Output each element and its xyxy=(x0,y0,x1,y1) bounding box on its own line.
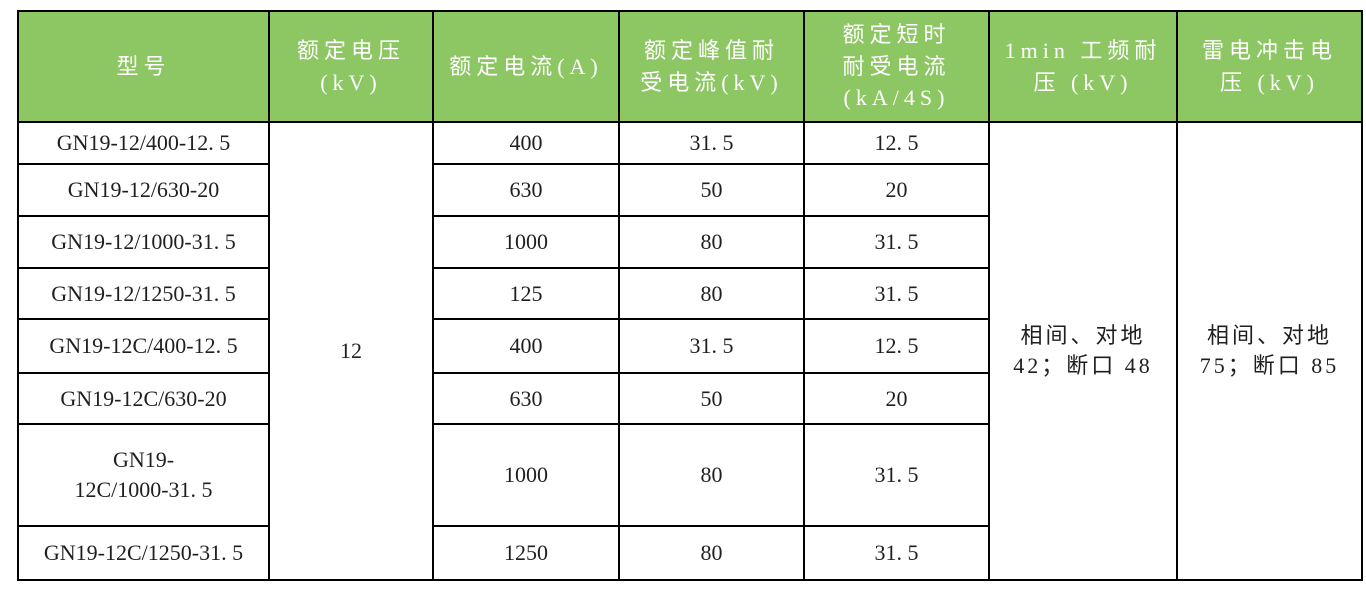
cell-peak-current: 80 xyxy=(618,215,805,269)
cell-short-time-current: 31. 5 xyxy=(803,423,990,527)
cell-model: GN19-12C/1250-31. 5 xyxy=(17,525,270,581)
cell-peak-current: 50 xyxy=(618,163,805,217)
cell-short-time-current: 20 xyxy=(803,372,990,425)
table-row: GN19- 12C/1000-31. 5 1000 80 31. 5 xyxy=(17,423,1362,527)
cell-model: GN19-12/630-20 xyxy=(17,163,270,217)
cell-lightning-impulse-merged: 相间、对地 75；断口 85 xyxy=(1176,121,1363,581)
cell-short-time-current: 31. 5 xyxy=(803,525,990,581)
cell-rated-voltage-merged: 12 xyxy=(268,121,434,581)
cell-model: GN19-12/400-12. 5 xyxy=(17,121,270,165)
cell-rated-current: 630 xyxy=(432,372,620,425)
cell-short-time-current: 12. 5 xyxy=(803,318,990,374)
cell-short-time-current: 20 xyxy=(803,163,990,217)
header-power-frequency-withstand: 1min 工频耐 压 (kV) xyxy=(988,10,1178,123)
header-model: 型号 xyxy=(17,10,270,123)
table-row: GN19-12/1250-31. 5 125 80 31. 5 xyxy=(17,267,1362,320)
cell-rated-current: 400 xyxy=(432,121,620,165)
table-row: GN19-12C/400-12. 5 400 31. 5 12. 5 xyxy=(17,318,1362,374)
cell-model: GN19- 12C/1000-31. 5 xyxy=(17,423,270,527)
header-short-time-withstand-current: 额定短时 耐受电流 (kA/4S) xyxy=(803,10,990,123)
cell-short-time-current: 31. 5 xyxy=(803,267,990,320)
cell-peak-current: 80 xyxy=(618,423,805,527)
header-rated-current: 额定电流(A) xyxy=(432,10,620,123)
table-row: GN19-12/630-20 630 50 20 xyxy=(17,163,1362,217)
spec-table: 型号 额定电压 (kV) 额定电流(A) 额定峰值耐 受电流(kV) 额定短时 … xyxy=(17,10,1363,581)
cell-rated-current: 1000 xyxy=(432,423,620,527)
cell-model: GN19-12C/630-20 xyxy=(17,372,270,425)
spec-table-container: 型号 额定电压 (kV) 额定电流(A) 额定峰值耐 受电流(kV) 额定短时 … xyxy=(17,10,1363,581)
table-row: GN19-12C/1250-31. 5 1250 80 31. 5 xyxy=(17,525,1362,581)
cell-rated-current: 1000 xyxy=(432,215,620,269)
table-row: GN19-12C/630-20 630 50 20 xyxy=(17,372,1362,425)
table-row: GN19-12/400-12. 5 12 400 31. 5 12. 5 相间、… xyxy=(17,121,1363,581)
cell-peak-current: 80 xyxy=(618,267,805,320)
cell-rated-current: 630 xyxy=(432,163,620,217)
cell-model: GN19-12/1000-31. 5 xyxy=(17,215,270,269)
header-row: 型号 额定电压 (kV) 额定电流(A) 额定峰值耐 受电流(kV) 额定短时 … xyxy=(17,10,1363,123)
cell-model: GN19-12C/400-12. 5 xyxy=(17,318,270,374)
cell-peak-current: 31. 5 xyxy=(618,318,805,374)
table-row: GN19-12/1000-31. 5 1000 80 31. 5 xyxy=(17,215,1362,269)
header-peak-withstand-current: 额定峰值耐 受电流(kV) xyxy=(618,10,805,123)
cell-peak-current: 80 xyxy=(618,525,805,581)
cell-rated-current: 1250 xyxy=(432,525,620,581)
cell-model: GN19-12/1250-31. 5 xyxy=(17,267,270,320)
cell-peak-current: 31. 5 xyxy=(618,121,805,165)
header-lightning-impulse: 雷电冲击电 压 (kV) xyxy=(1176,10,1363,123)
cell-short-time-current: 31. 5 xyxy=(803,215,990,269)
cell-rated-current: 400 xyxy=(432,318,620,374)
cell-rated-current: 125 xyxy=(432,267,620,320)
cell-peak-current: 50 xyxy=(618,372,805,425)
cell-power-frequency-merged: 相间、对地 42；断口 48 xyxy=(988,121,1178,581)
cell-short-time-current: 12. 5 xyxy=(803,121,990,165)
header-rated-voltage: 额定电压 (kV) xyxy=(268,10,434,123)
